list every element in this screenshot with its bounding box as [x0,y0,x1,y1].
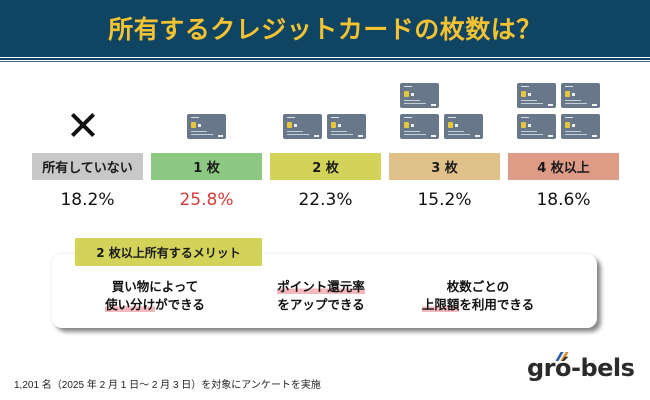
merit-line: 買い物によって [111,279,199,294]
credit-card-icon [187,114,226,139]
percent-none: 18.2% [60,190,115,210]
credit-card-icon [400,83,439,108]
percent-three: 15.2% [417,190,472,210]
category-four-plus: 4 枚以上 [508,153,619,180]
merit-line: ポイント還元率 [236,278,406,296]
category-one: 1 枚 [151,153,262,180]
percent-two: 22.3% [298,190,353,210]
one-card-icon-area [151,80,262,150]
category-label: 2 枚 [312,161,339,176]
category-none: 所有していない [32,153,143,180]
credit-card-icon [283,114,322,139]
two-card-icon-area [270,80,381,150]
four-plus-card-icon-area [508,80,619,150]
merit-line: 枚数ごとの [446,279,510,294]
credit-card-icon [561,114,600,139]
merit-highlight: 上限額 [421,297,460,312]
title-banner: 所有するクレジットカードの枚数は？ [0,0,650,57]
category-label: 4 枚以上 [537,161,590,176]
category-label: 3 枚 [431,161,458,176]
merit-text: を利用できる [459,297,535,312]
category-label: 所有していない [42,161,133,176]
credit-card-icon [517,83,556,108]
header-divider [0,58,650,60]
merit-highlight: 使い分け [105,297,156,312]
merit-line: 使い分けができる [70,296,240,314]
page-title: 所有するクレジットカードの枚数は？ [108,14,542,44]
credit-card-icon [561,83,600,108]
header-divider-thin [0,61,650,62]
merit-highlight: ポイント還元率 [277,279,365,294]
merit-line: をアップできる [277,297,365,312]
category-label: 1 枚 [193,161,220,176]
merit-line: 上限額を利用できる [393,296,563,314]
cross-icon [70,112,96,138]
category-two: 2 枚 [270,153,381,180]
logo-text: gró-bels [527,354,635,382]
brand-logo: gró-bels [527,352,637,392]
merit-item-use-by-purpose: 買い物によって 使い分けができる [70,278,240,314]
no-card-icon-area [32,80,143,150]
category-three: 3 枚 [389,153,500,180]
merit-item-point-rate: ポイント還元率 をアップできる [236,278,406,314]
merits-label: 2 枚以上所有するメリット [75,238,262,266]
merit-item-credit-limit: 枚数ごとの 上限額を利用できる [393,278,563,314]
credit-card-icon [327,114,366,139]
percent-one: 25.8% [179,190,234,210]
percent-four-plus: 18.6% [536,190,591,210]
merit-text: ができる [155,297,205,312]
survey-note: 1,201 名（2025 年 2 月 1 日～ 2 月 3 日）を対象にアンケー… [14,380,321,391]
credit-card-icon [400,114,439,139]
credit-card-icon [444,114,483,139]
three-card-icon-area [389,80,500,150]
credit-card-icon [517,114,556,139]
